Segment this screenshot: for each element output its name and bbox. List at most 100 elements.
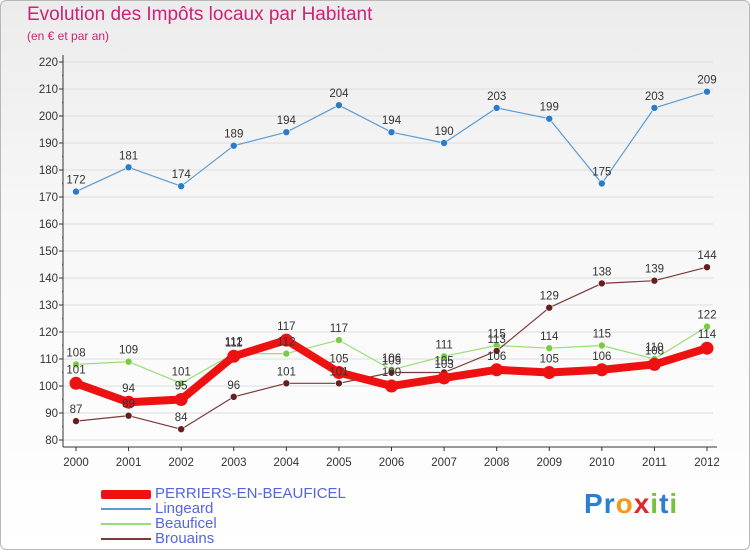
data-label: 101 xyxy=(277,366,296,378)
data-point xyxy=(335,101,343,109)
data-label: 113 xyxy=(487,334,505,346)
data-point xyxy=(69,376,83,390)
chart-subtitle: (en € et par an) xyxy=(27,29,110,43)
data-label: 174 xyxy=(172,169,192,181)
data-point xyxy=(492,104,501,112)
x-tick-label: 2010 xyxy=(589,457,615,469)
data-label: 190 xyxy=(434,126,453,138)
data-label: 105 xyxy=(329,354,348,366)
data-point xyxy=(229,141,238,150)
legend-label: Beauficel xyxy=(155,515,217,532)
data-point xyxy=(72,360,80,369)
data-label: 111 xyxy=(225,337,242,349)
x-tick-label: 2011 xyxy=(642,457,667,469)
data-label: 115 xyxy=(593,329,611,341)
data-label: 101 xyxy=(329,366,348,378)
data-point xyxy=(700,341,714,355)
y-tick-label: 90 xyxy=(45,408,58,420)
y-tick-label: 200 xyxy=(39,111,58,123)
data-label: 112 xyxy=(225,337,243,349)
data-point xyxy=(227,349,241,363)
data-point xyxy=(598,179,606,188)
data-point xyxy=(124,357,133,366)
data-label: 112 xyxy=(277,337,295,349)
data-point xyxy=(595,363,609,377)
data-point xyxy=(335,379,343,388)
y-tick-label: 120 xyxy=(39,327,58,339)
x-tick-label: 2008 xyxy=(484,457,510,469)
data-label: 105 xyxy=(540,354,559,366)
data-label: 100 xyxy=(382,367,401,379)
data-label: 129 xyxy=(540,291,559,303)
data-point xyxy=(124,411,133,420)
data-label: 105 xyxy=(434,356,453,368)
data-label: 209 xyxy=(697,75,716,87)
brand-letter: x xyxy=(633,488,651,519)
data-label: 115 xyxy=(487,329,505,341)
chart-title: Evolution des Impôts locaux par Habitant xyxy=(27,4,373,25)
data-point xyxy=(279,333,293,347)
legend-label: PERRIERS-EN-BEAUFICEL xyxy=(155,485,346,502)
data-label: 114 xyxy=(698,329,717,341)
data-point xyxy=(490,363,504,377)
data-point xyxy=(598,279,606,288)
data-point xyxy=(282,349,291,358)
brand-letter: t xyxy=(659,488,670,519)
data-point xyxy=(647,357,661,371)
brand-letter: o xyxy=(615,488,634,519)
y-tick-label: 130 xyxy=(39,300,58,312)
data-point xyxy=(229,392,238,401)
brand-letter: P xyxy=(584,488,604,519)
data-label: 122 xyxy=(697,310,716,322)
data-point xyxy=(122,395,136,409)
proxiti-logo: Proxiti xyxy=(584,488,678,520)
data-point xyxy=(177,182,185,190)
brand-letter: r xyxy=(603,488,616,519)
x-tick-label: 2002 xyxy=(168,457,194,469)
legend-swatch xyxy=(101,490,151,499)
data-label: 106 xyxy=(487,351,506,363)
x-tick-label: 2003 xyxy=(221,457,247,469)
y-tick-label: 140 xyxy=(39,273,58,285)
data-point xyxy=(492,347,501,355)
data-point xyxy=(545,114,554,123)
data-label: 109 xyxy=(119,345,138,357)
data-label: 87 xyxy=(70,404,83,416)
data-point xyxy=(174,393,188,406)
x-tick-label: 2005 xyxy=(326,457,352,469)
y-tick-label: 170 xyxy=(39,192,58,204)
data-label: 114 xyxy=(540,331,559,343)
data-point xyxy=(72,417,80,425)
data-point xyxy=(282,379,291,388)
y-tick-label: 160 xyxy=(39,219,58,231)
data-label: 199 xyxy=(540,102,559,114)
x-tick-label: 2006 xyxy=(379,457,405,469)
data-point xyxy=(72,187,80,196)
y-tick-label: 110 xyxy=(40,354,58,366)
data-label: 108 xyxy=(66,347,85,359)
data-point xyxy=(177,379,185,388)
brand-letter: i xyxy=(650,488,660,519)
data-label: 111 xyxy=(435,339,452,351)
data-point xyxy=(440,352,448,361)
data-label: 108 xyxy=(645,345,664,357)
data-label: 94 xyxy=(122,383,135,395)
data-label: 101 xyxy=(66,364,85,376)
data-point xyxy=(282,128,291,136)
brand-letter: i xyxy=(669,488,679,519)
y-tick-label: 190 xyxy=(39,138,58,150)
data-label: 84 xyxy=(175,412,188,424)
x-tick-label: 2001 xyxy=(116,457,142,469)
x-tick-label: 2004 xyxy=(274,457,300,469)
data-label: 172 xyxy=(66,175,85,187)
data-label: 96 xyxy=(227,380,240,392)
data-label: 105 xyxy=(382,356,401,368)
data-point xyxy=(124,163,133,172)
data-label: 106 xyxy=(592,351,611,363)
data-point xyxy=(703,87,711,96)
legend-label: Lingeard xyxy=(155,500,214,517)
data-label: 175 xyxy=(592,167,611,179)
data-point xyxy=(545,344,554,353)
